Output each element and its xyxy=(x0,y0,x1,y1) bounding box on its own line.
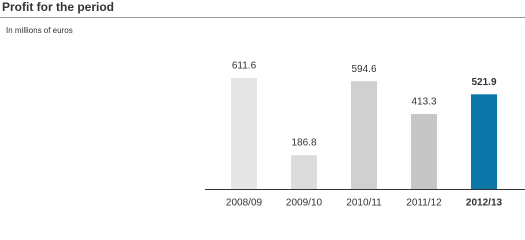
value-label: 186.8 xyxy=(291,138,316,149)
x-tick-label: 2012/13 xyxy=(466,198,503,209)
chart-subtitle: In millions of euros xyxy=(6,26,73,35)
x-tick-label: 2010/11 xyxy=(346,198,382,209)
value-label: 521.9 xyxy=(471,77,496,88)
bar xyxy=(411,114,437,189)
bar xyxy=(471,94,497,189)
bar xyxy=(291,155,317,189)
x-tick-label: 2009/10 xyxy=(286,198,323,209)
chart-title: Profit for the period xyxy=(2,0,114,14)
value-label: 611.6 xyxy=(232,61,257,72)
x-tick-label: 2011/12 xyxy=(406,198,442,209)
x-tick-label: 2008/09 xyxy=(226,198,263,209)
value-label: 594.6 xyxy=(351,64,376,75)
chart: Profit for the period In millions of eur… xyxy=(0,0,525,209)
bar xyxy=(351,81,377,189)
bar xyxy=(231,78,257,189)
value-label: 413.3 xyxy=(411,97,436,108)
